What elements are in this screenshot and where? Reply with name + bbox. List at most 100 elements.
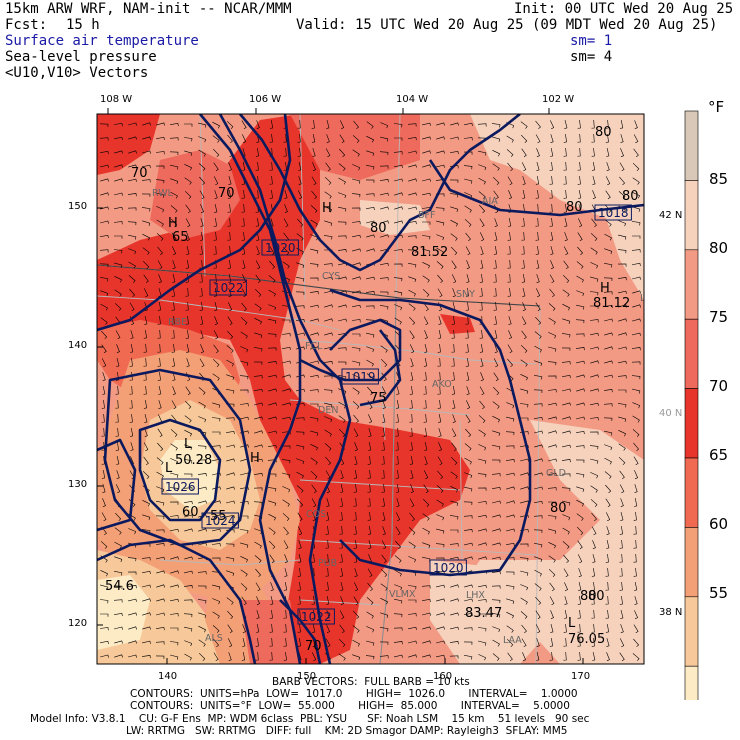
wind-barb [228,162,232,172]
wind-barb [578,218,583,228]
wind-barb [605,595,609,605]
wind-barb [200,316,204,325]
wind-barb [283,218,289,228]
wind-barb [267,333,277,338]
wind-barb [142,626,151,630]
wind-barb [492,486,501,491]
wind-barb [478,613,487,617]
isobar-label-box [209,279,247,296]
wind-barb [170,205,178,213]
wind-barb [450,246,458,256]
wind-barb [268,318,277,324]
wind-barb [438,316,442,325]
wind-barb [324,304,333,308]
wind-barb [254,402,263,406]
temp-label: 80 [566,200,583,215]
wind-barb [367,386,374,396]
wind-barb [451,371,455,381]
wind-barb [449,515,459,520]
wind-barb [562,303,570,311]
wind-barb [408,136,417,141]
wind-barb [394,654,403,658]
wind-barb [396,498,400,507]
wind-barb [632,206,641,212]
wind-barb [311,498,317,508]
x-label-160: 160 [433,671,453,682]
wind-barb [548,568,556,578]
wind-barb [422,654,431,658]
field-pressure: Sea-level pressure [5,49,157,65]
wind-barb [102,386,106,395]
wind-barb [436,150,445,154]
wind-barb [296,277,305,282]
wind-barb [508,190,512,200]
wind-barb [227,330,234,340]
wind-barb [605,484,612,494]
wind-barb [129,357,133,367]
wind-barb [354,568,358,577]
wind-barb [534,569,542,577]
wind-barb [492,514,501,518]
wind-barb [632,653,640,661]
wind-barb [171,218,178,228]
wind-barb [368,526,372,535]
wind-barb [605,498,611,508]
wind-barb [520,444,529,448]
wind-barb [507,162,514,172]
station-label: AKO [432,379,452,390]
wind-barb [407,613,417,617]
wind-barb [337,235,347,239]
wind-barb [606,162,610,171]
wind-barb [424,442,428,451]
wind-barb [101,399,105,409]
wind-barb [576,513,584,521]
wind-barb [324,416,333,423]
wind-barb [449,543,459,547]
wind-barb [575,347,585,351]
wind-barb [379,151,389,156]
wind-barb [423,399,427,409]
wind-barb [590,374,599,378]
temp-label: 81.52 [411,245,448,260]
wind-barb [395,455,399,465]
wind-barb [506,149,514,157]
wind-barb [603,417,613,422]
wind-barb [311,553,315,563]
wind-barb [604,263,613,268]
wind-barb [367,455,371,465]
wind-barb [281,459,291,464]
wind-barb [297,119,301,129]
wind-barb [240,569,248,577]
wind-barb [507,259,511,269]
wind-barb [618,360,627,364]
wind-barb [465,343,469,353]
wind-barb [226,514,235,519]
wind-barb [270,582,274,592]
wind-barb [339,148,346,158]
wind-barb [338,276,347,280]
wind-barb [423,358,428,367]
wind-barb [563,623,567,633]
wind-barb [633,456,639,466]
wind-barb [480,260,484,269]
wind-barb [520,472,529,476]
wind-barb [312,162,316,172]
wind-barb [170,443,178,451]
wind-barb [323,361,333,365]
wind-barb [325,553,329,563]
wind-barb [452,288,456,298]
wind-barb [381,386,387,396]
wind-barb [393,263,403,267]
wind-barb [550,148,554,157]
wind-barb [604,360,613,364]
colorbar-swatch [684,596,699,667]
wind-barb [172,246,177,256]
wind-barb [549,175,553,185]
wind-barb [283,623,287,633]
wind-barb [505,571,515,575]
wind-barb [227,638,233,648]
wind-barb [157,357,161,367]
wind-barb [605,609,609,619]
wind-barb [505,431,515,436]
wind-barb [367,568,373,578]
